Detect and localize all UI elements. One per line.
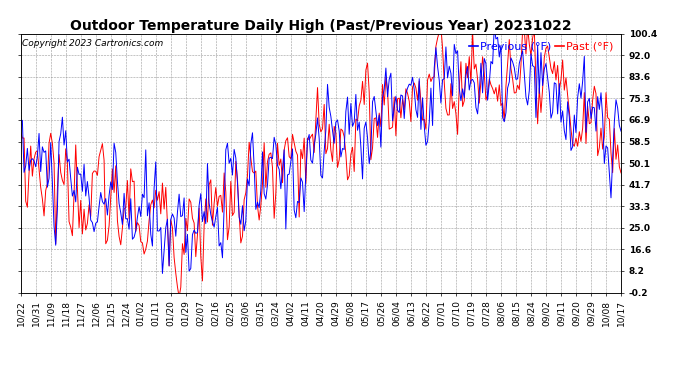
Legend: Previous (°F), Past (°F): Previous (°F), Past (°F): [467, 39, 615, 54]
Text: Copyright 2023 Cartronics.com: Copyright 2023 Cartronics.com: [22, 39, 163, 48]
Title: Outdoor Temperature Daily High (Past/Previous Year) 20231022: Outdoor Temperature Daily High (Past/Pre…: [70, 19, 571, 33]
